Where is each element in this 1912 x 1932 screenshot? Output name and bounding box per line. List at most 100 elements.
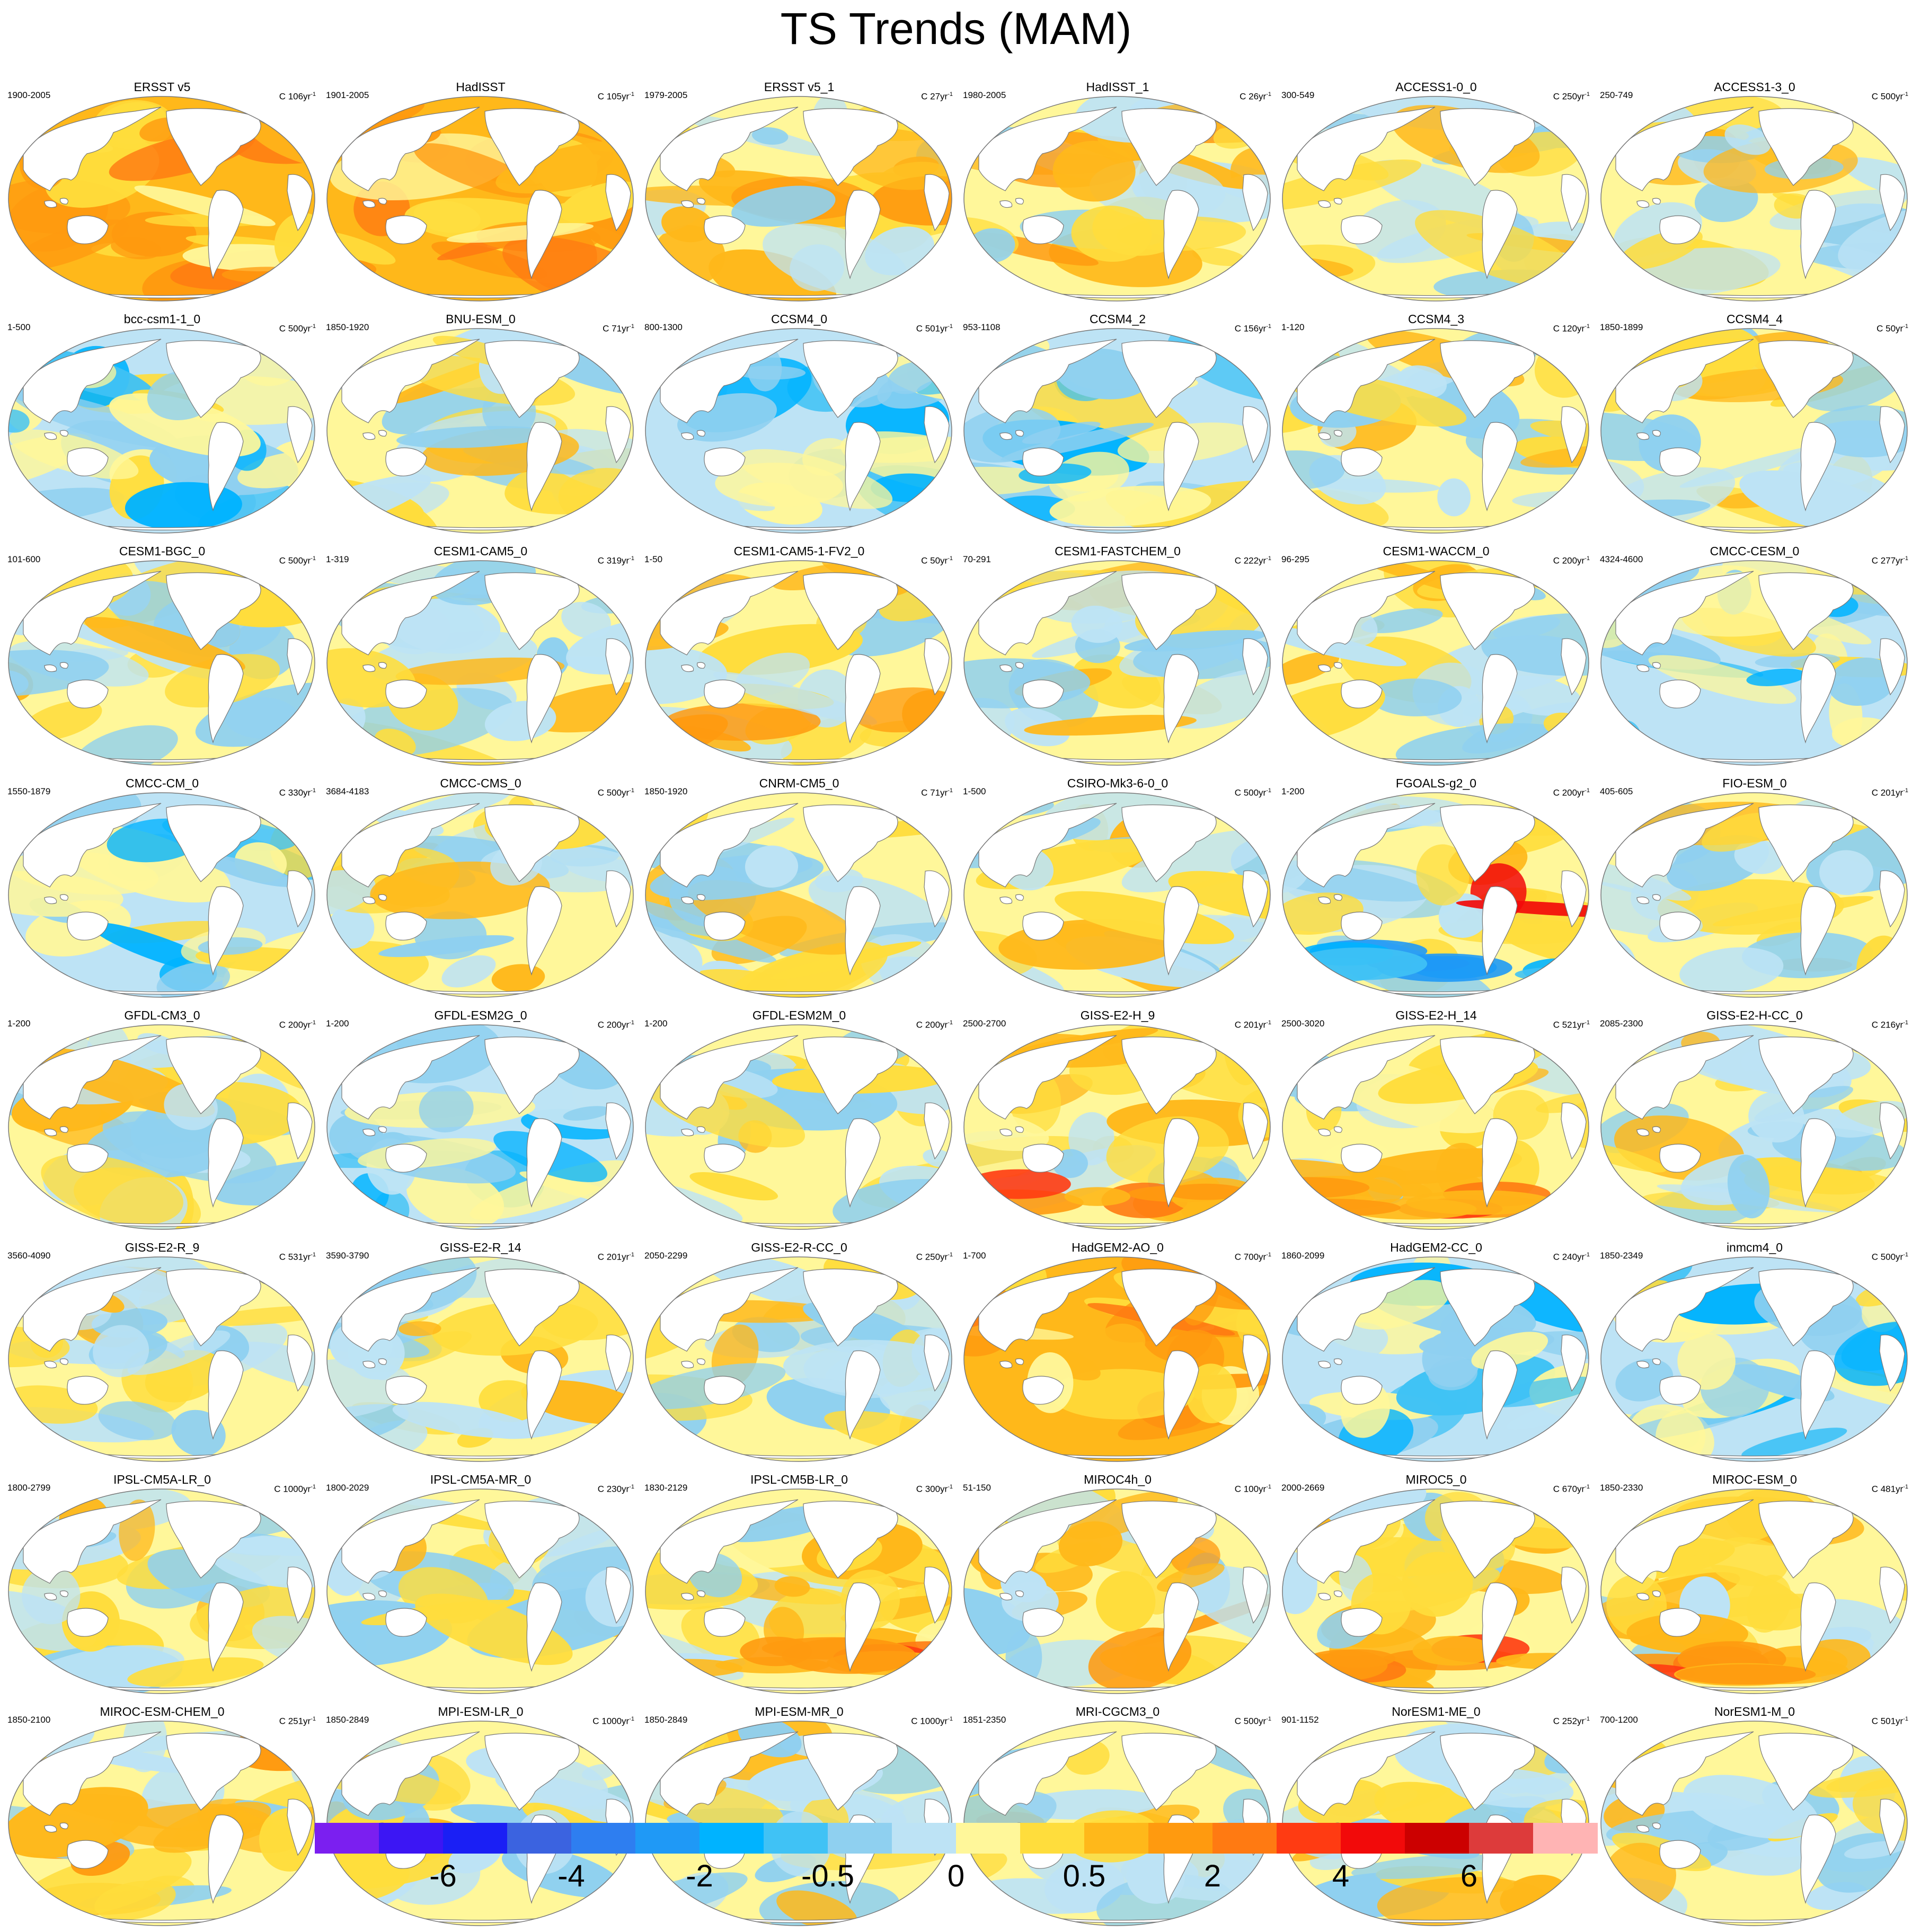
land-mass	[287, 1334, 313, 1392]
robinson-map	[1600, 1488, 1908, 1694]
land-mass	[1561, 1566, 1587, 1624]
land-mass	[1163, 654, 1199, 744]
colorbar-tick-label: -6	[429, 1859, 457, 1893]
land-mass	[704, 447, 746, 476]
land-mass	[697, 662, 705, 669]
trend-blob	[698, 624, 863, 675]
land-mass	[378, 894, 387, 901]
land-mass	[999, 1129, 1013, 1137]
trend-blob	[715, 463, 843, 507]
land-mass	[1879, 1798, 1905, 1856]
robinson-map	[326, 1488, 634, 1694]
colorbar-swatch	[1020, 1823, 1085, 1854]
land-mass	[1318, 1129, 1331, 1137]
panel-years: 1850-2349	[1600, 1251, 1643, 1261]
panel-trend-units: C 100yr-1	[1234, 1484, 1271, 1494]
land-mass	[999, 664, 1013, 672]
land-mass	[1121, 340, 1217, 418]
panel-trend-units: C 500yr-1	[1871, 1252, 1908, 1262]
land-mass	[1022, 215, 1064, 244]
panel-title: CSIRO-Mk3-6-0_0	[1067, 776, 1169, 790]
land-mass	[362, 1129, 376, 1137]
panel-years: 96-295	[1281, 554, 1309, 564]
robinson-map	[8, 792, 315, 998]
map-border	[963, 1024, 1271, 1230]
land-mass	[605, 1102, 631, 1160]
land-mass	[60, 662, 68, 669]
map-panel: GISS-E2-H-CC_0 2085-2300 C 216yr-1	[1596, 1008, 1912, 1236]
trend-blob	[1192, 247, 1246, 266]
land-mass	[704, 911, 746, 941]
land-mass	[208, 1118, 244, 1208]
land-mass	[1022, 447, 1064, 476]
land-mass	[44, 200, 57, 208]
robinson-map	[963, 1488, 1271, 1694]
panel-title: FIO-ESM_0	[1722, 776, 1787, 790]
land-mass	[1015, 198, 1024, 205]
panel-trend-units: C 106yr-1	[279, 91, 316, 102]
panel-title: NorESM1-ME_0	[1392, 1705, 1481, 1718]
map-panel: GISS-E2-H_14 2500-3020 C 521yr-1	[1277, 1008, 1595, 1236]
map-panel: inmcm4_0 1850-2349 C 500yr-1	[1596, 1240, 1912, 1468]
map-border	[326, 792, 634, 998]
land-mass	[1341, 1608, 1383, 1637]
trend-blob	[1024, 715, 1197, 736]
robinson-map	[8, 1488, 315, 1694]
map-field	[327, 561, 633, 765]
panel-trend-units: C 201yr-1	[1234, 1020, 1271, 1030]
land-mass	[1561, 174, 1587, 232]
southern-ocean-blob	[1412, 1636, 1495, 1666]
land-mass	[1440, 1501, 1535, 1579]
panel-title: GISS-E2-H_9	[1080, 1008, 1155, 1022]
land-mass	[1758, 1269, 1854, 1346]
map-panel: GISS-E2-R-CC_0 2050-2299 C 250yr-1	[640, 1240, 958, 1468]
panel-years: 1-200	[1281, 786, 1305, 796]
map-border	[8, 1256, 315, 1462]
land-mass	[44, 1361, 57, 1369]
panel-trend-units: C 105yr-1	[597, 91, 634, 102]
colorbar-swatch	[1148, 1823, 1213, 1854]
trend-blob	[563, 1106, 610, 1121]
land-mass	[208, 886, 244, 976]
panel-title: bcc-csm1-1_0	[123, 312, 201, 326]
land-mass	[1163, 1582, 1199, 1672]
map-panel: MIROC4h_0 51-150 C 100yr-1	[959, 1472, 1277, 1700]
land-mass	[1341, 1376, 1383, 1405]
panel-trend-units: C 50yr-1	[1876, 323, 1908, 334]
land-mass	[1652, 430, 1661, 437]
map-border	[8, 560, 315, 766]
map-panel: CCSM4_4 1850-1899 C 50yr-1	[1596, 312, 1912, 539]
panel-years: 1850-2849	[644, 1715, 688, 1725]
robinson-map	[963, 560, 1271, 766]
land-mass	[660, 1267, 799, 1352]
land-mass	[287, 1102, 313, 1160]
trend-blob	[1677, 1333, 1736, 1390]
land-mass	[1318, 1361, 1331, 1369]
colorbar-tick-label: -0.5	[801, 1859, 854, 1893]
land-mass	[605, 406, 631, 464]
trend-blob	[525, 681, 633, 733]
trend-blob	[1724, 124, 1771, 155]
robinson-map	[326, 1024, 634, 1230]
panel-years: 1900-2005	[7, 90, 51, 100]
trend-blob	[840, 431, 952, 495]
land-mass	[1242, 1102, 1268, 1160]
land-mass	[67, 1608, 109, 1637]
map-field	[964, 1489, 1270, 1694]
land-mass	[845, 422, 881, 512]
panel-title: MPI-ESM-MR_0	[755, 1705, 844, 1718]
map-border	[1600, 1024, 1908, 1230]
colorbar-swatch	[1405, 1823, 1470, 1854]
panel-trend-units: C 670yr-1	[1553, 1484, 1590, 1494]
southern-ocean-blob	[1676, 1664, 1816, 1685]
land-mass	[1242, 1334, 1268, 1392]
land-mass	[924, 638, 950, 696]
southern-ocean-blob	[1064, 1187, 1131, 1206]
land-mass	[362, 664, 376, 672]
land-mass	[60, 1590, 68, 1597]
panel-trend-units: C 501yr-1	[1871, 1716, 1908, 1726]
land-mass	[1440, 1733, 1535, 1811]
land-mass	[697, 894, 705, 901]
land-mass	[697, 1590, 705, 1597]
robinson-map	[1600, 1721, 1908, 1926]
